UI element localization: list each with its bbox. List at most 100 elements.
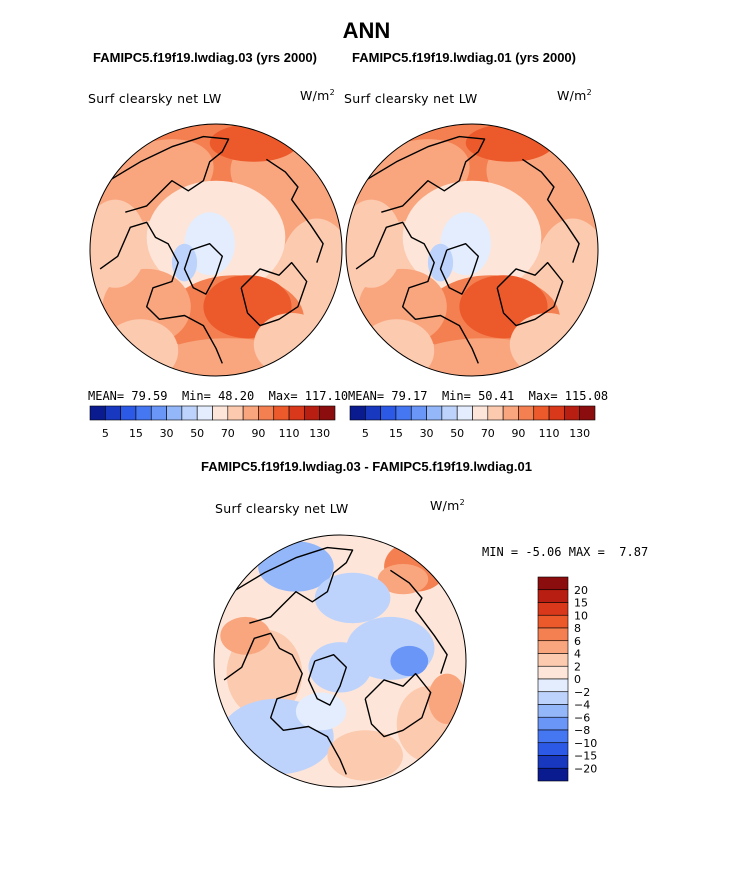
map-field: [214, 535, 466, 787]
colorbar-tick-label: 15: [574, 597, 588, 610]
colorbar-box: [537, 589, 569, 603]
difference-title: FAMIPC5.f19f19.lwdiag.03 - FAMIPC5.f19f1…: [201, 459, 532, 474]
colorbar-box: [537, 640, 569, 654]
right-stats: MEAN= 79.17 Min= 50.41 Max= 115.08: [348, 389, 608, 403]
field-contour: [346, 199, 403, 288]
field-contour: [258, 541, 334, 592]
colorbar-box: [105, 405, 121, 421]
right-plot-title: Surf clearsky net LW: [344, 91, 478, 106]
field-contour: [314, 572, 391, 624]
colorbar-box: [135, 405, 152, 421]
map-panel-3: [213, 534, 467, 788]
colorbar-box: [441, 405, 458, 421]
right-mean-label: MEAN=: [348, 389, 385, 403]
colorbar-box: [456, 405, 473, 421]
colorbar-tick-label: 15: [129, 427, 143, 440]
right-min-label: Min=: [441, 389, 471, 403]
colorbar-tick-label: −6: [574, 711, 590, 724]
map-panel-1: [89, 123, 343, 377]
colorbar-box: [537, 602, 569, 616]
left-colorbar: 5 15 30 50 70 90 110 130: [89, 405, 336, 440]
coast-north-america: [99, 221, 223, 364]
diff-max-label: MAX =: [568, 545, 605, 559]
right-min-value: 50.41: [478, 389, 515, 403]
colorbar-tick-label: 50: [450, 427, 464, 440]
colorbar-box: [304, 405, 320, 421]
colorbar-tick-label: 130: [569, 427, 590, 440]
colorbar-box: [380, 405, 397, 421]
colorbar-box: [537, 678, 569, 693]
colorbar-box: [349, 405, 366, 421]
left-stats: MEAN= 79.59 Min= 48.20 Max= 117.10: [88, 389, 348, 403]
coast-greenland: [439, 243, 479, 295]
colorbar-box: [487, 405, 504, 421]
right-mean-value: 79.17: [391, 389, 428, 403]
figure-title: ANN: [342, 18, 391, 43]
colorbar-box: [120, 405, 137, 421]
colorbar-box: [548, 405, 565, 421]
colorbar-tick-label: 110: [279, 427, 300, 440]
colorbar-box: [365, 405, 381, 421]
left-min-value: 48.20: [218, 389, 255, 403]
colorbar-tick-label: −8: [574, 724, 590, 737]
colorbar-box: [395, 405, 412, 421]
colorbar-box: [533, 405, 550, 421]
colorbar-tick-label: 4: [574, 648, 581, 661]
colorbar-box: [537, 755, 569, 769]
colorbar-box: [150, 405, 167, 421]
colorbar-tick-label: 20: [574, 584, 588, 597]
colorbar-tick-label: 130: [309, 427, 330, 440]
map-boundary: [345, 123, 599, 377]
coast-europe: [496, 261, 564, 327]
field-contour: [171, 243, 198, 282]
colorbar-box: [273, 405, 290, 421]
colorbar-tick-label: 0: [574, 673, 581, 686]
coast-greenland: [183, 243, 223, 295]
colorbar-box: [537, 665, 569, 680]
coast-europe: [240, 261, 308, 327]
colorbar-tick-label: 110: [539, 427, 560, 440]
field-contour: [390, 645, 429, 677]
colorbar-box: [288, 405, 305, 421]
colorbar-box: [537, 767, 569, 782]
colorbar-box: [537, 653, 569, 667]
coast-greenland: [307, 654, 347, 706]
coast-northeast: [266, 158, 324, 263]
field-contour: [308, 642, 372, 693]
right-max-label: Max=: [528, 389, 558, 403]
map-field: [346, 124, 598, 376]
left-min-label: Min=: [181, 389, 211, 403]
diff-max-value: 7.87: [619, 545, 649, 559]
colorbar-box: [579, 405, 596, 421]
coast-north-america: [355, 221, 479, 364]
colorbar-box: [537, 729, 569, 744]
colorbar-box: [258, 405, 275, 421]
colorbar-tick-label: 15: [389, 427, 403, 440]
right-plot-units: W/m2: [557, 88, 593, 104]
colorbar-tick-label: 8: [574, 622, 581, 635]
field-contour: [90, 199, 147, 288]
colorbar-tick-label: 90: [511, 427, 525, 440]
colorbar-tick-label: 10: [574, 609, 588, 622]
field-contour: [295, 692, 347, 731]
colorbar-box: [537, 614, 569, 629]
diff-min-value: -5.06: [525, 545, 562, 559]
colorbar-box: [212, 405, 229, 421]
diff-plot-units: W/m2: [430, 498, 466, 514]
left-plot-title: Surf clearsky net LW: [88, 91, 222, 106]
colorbar-tick-label: 30: [420, 427, 434, 440]
colorbar-tick-label: −15: [574, 750, 597, 763]
right-max-value: 115.08: [564, 389, 609, 403]
colorbar-tick-label: 50: [190, 427, 204, 440]
field-contour: [327, 730, 404, 781]
colorbar-box: [227, 405, 244, 421]
colorbar-box: [166, 405, 183, 421]
colorbar-tick-label: −4: [574, 699, 590, 712]
coast-northeast: [522, 158, 580, 263]
colorbar-tick-label: 70: [481, 427, 495, 440]
colorbar-box: [502, 405, 519, 421]
diff-stats: MIN = -5.06 MAX = 7.87: [482, 545, 648, 559]
colorbar-tick-label: 2: [574, 660, 581, 673]
